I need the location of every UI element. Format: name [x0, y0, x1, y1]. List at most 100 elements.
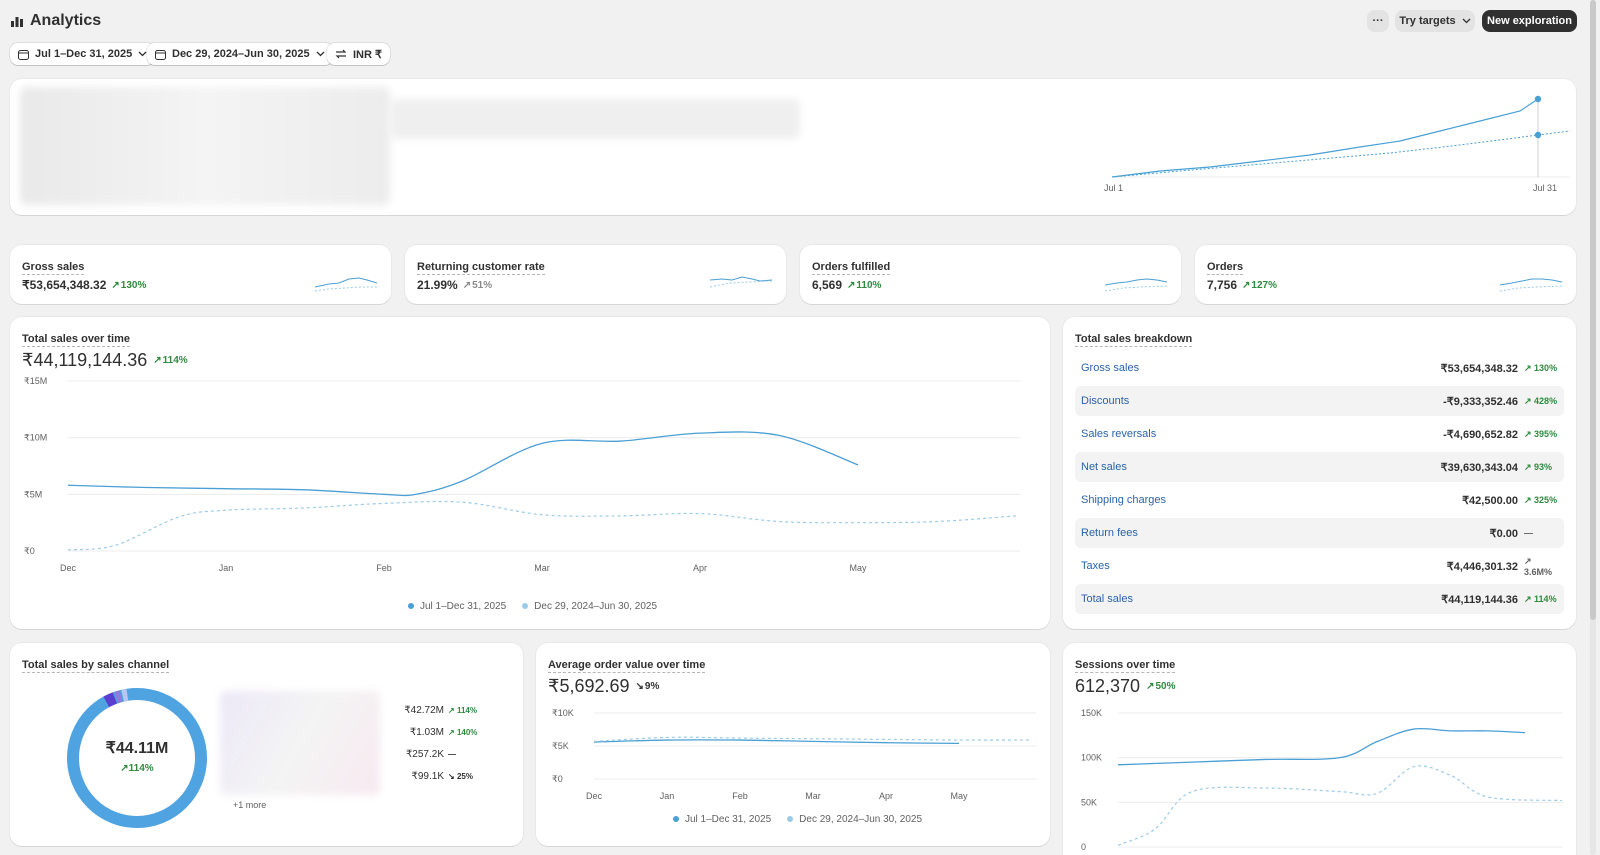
channel-value: ₹99.1K: [411, 771, 445, 782]
arrow-up-icon: ↗: [847, 279, 856, 291]
metric-change: 130%: [120, 279, 147, 291]
metric-card-returning-customer-rate[interactable]: Returning customer rate 21.99% ↗ 51%: [405, 245, 786, 304]
legend-previous[interactable]: Dec 29, 2024–Jun 30, 2025: [787, 814, 922, 825]
metric-change: 51%: [472, 279, 493, 291]
scrollbar-thumb[interactable]: [1590, 0, 1596, 620]
x-tick-label: Jan: [660, 791, 675, 801]
sessions-chart: 0 50K 100K 150K: [1081, 708, 1563, 852]
donut-center-change: 114%: [128, 763, 154, 774]
breakdown-change: ↗ 93%: [1524, 461, 1553, 472]
total-sales-card: Total sales over time ₹44,119,144.36 ↗ 11…: [10, 317, 1050, 629]
arrow-up-icon: ↗: [1524, 494, 1535, 505]
y-tick-label: ₹0: [552, 774, 563, 784]
currency-filter[interactable]: INR ₹: [327, 43, 390, 65]
card-title: Total sales over time: [22, 333, 131, 347]
arrow-down-icon: ↘: [635, 681, 644, 692]
chevron-down-icon: [1462, 18, 1471, 24]
calendar-compare-icon: [155, 49, 166, 60]
arrow-up-icon: ↗: [1146, 681, 1155, 692]
y-tick-label: 100K: [1081, 753, 1102, 763]
series-current-line: [1117, 727, 1526, 766]
metric-sparkline: [1500, 278, 1563, 292]
x-tick-label: May: [950, 791, 968, 801]
breakdown-change: ↗ 114%: [1524, 593, 1557, 604]
new-exploration-button[interactable]: New exploration: [1482, 10, 1577, 32]
breakdown-row: Gross sales ₹53,654,348.32 ↗ 130%: [1075, 353, 1564, 383]
breakdown-value: ₹39,630,343.04: [1440, 461, 1518, 474]
arrow-up-icon: ↗: [462, 279, 472, 291]
chevron-down-icon: [316, 51, 325, 57]
metric-change: 127%: [1251, 279, 1277, 291]
calendar-icon: [18, 49, 29, 60]
arrow-up-icon: ↗: [448, 706, 457, 715]
metric-card-orders[interactable]: Orders 7,756 ↗ 127%: [1195, 245, 1576, 304]
channel-value: ₹257.2K: [405, 749, 444, 760]
x-tick-label: Mar: [805, 791, 821, 801]
y-tick-label: ₹5M: [24, 489, 42, 499]
arrow-down-icon: ↘: [448, 772, 457, 781]
card-title: Sessions over time: [1075, 659, 1176, 673]
arrow-up-icon: ↗: [1524, 362, 1535, 373]
metric-card-orders-fulfilled[interactable]: Orders fulfilled 6,569 ↗ 110%: [800, 245, 1181, 304]
aov-change: 9%: [644, 681, 660, 692]
arrow-up-icon: ↗: [448, 728, 457, 737]
breakdown-change: ↗ 395%: [1524, 428, 1558, 439]
metric-change: 110%: [856, 279, 882, 291]
page-title: Analytics: [30, 12, 102, 29]
channel-row: ₹1.03M ↗ 140%: [380, 727, 480, 738]
hero-current-line: [1111, 98, 1539, 178]
legend-current[interactable]: Jul 1–Dec 31, 2025: [673, 814, 771, 825]
legend-current[interactable]: Jul 1–Dec 31, 2025: [408, 601, 506, 612]
more-channels-link[interactable]: +1 more: [233, 800, 267, 810]
more-actions-button[interactable]: ···: [1367, 10, 1389, 32]
hero-x-start: Jul 1: [1104, 183, 1124, 193]
card-title: Total sales breakdown: [1075, 333, 1193, 347]
breakdown-label[interactable]: Sales reversals: [1081, 428, 1157, 440]
breakdown-row: Net sales ₹39,630,343.04 ↗ 93%: [1075, 452, 1564, 482]
arrow-up-icon: ↗: [1524, 461, 1535, 472]
try-targets-button[interactable]: Try targets: [1395, 10, 1475, 32]
aov-value: ₹5,692.69: [548, 676, 630, 696]
legend-previous[interactable]: Dec 29, 2024–Jun 30, 2025: [522, 601, 657, 612]
donut-track: [67, 688, 207, 828]
arrow-up-icon: ↗: [111, 279, 120, 291]
channel-row: ₹99.1K ↘ 25%: [380, 771, 480, 782]
breakdown-change: ↗ 325%: [1524, 494, 1558, 505]
sessions-value: 612,370: [1075, 676, 1141, 696]
metric-value: 21.99%: [417, 278, 458, 292]
x-tick-label: May: [849, 563, 867, 573]
y-tick-label: 0: [1081, 842, 1086, 852]
breakdown-label[interactable]: Gross sales: [1081, 362, 1140, 374]
date-range-filter[interactable]: Jul 1–Dec 31, 2025: [10, 43, 156, 65]
aov-chart: ₹0 ₹5K ₹10K Dec Jan Feb Mar Apr May: [552, 708, 1036, 801]
analytics-icon: [11, 17, 23, 27]
y-tick-label: 50K: [1081, 797, 1097, 807]
breakdown-label[interactable]: Taxes: [1081, 560, 1110, 572]
compare-range-filter[interactable]: Dec 29, 2024–Jun 30, 2025: [147, 43, 333, 65]
scrollbar[interactable]: [1590, 0, 1596, 855]
metric-value: 6,569: [812, 278, 843, 292]
arrow-up-icon: ↗: [1524, 428, 1535, 439]
hero-x-end: Jul 31: [1533, 183, 1558, 193]
breakdown-label[interactable]: Shipping charges: [1081, 494, 1167, 506]
sessions-card: Sessions over time 612,370 ↗ 50% 0 50K 100K…: [1063, 643, 1576, 855]
breakdown-label[interactable]: Discounts: [1081, 395, 1130, 407]
metric-sparkline: [710, 276, 773, 288]
metric-card-gross-sales[interactable]: Gross sales ₹53,654,348.32 ↗ 130%: [10, 245, 391, 304]
x-tick-label: Feb: [376, 563, 392, 573]
breakdown-label[interactable]: Net sales: [1081, 461, 1127, 473]
breakdown-change: ↗ 428%: [1524, 395, 1558, 406]
metric-sparkline: [1105, 278, 1168, 292]
currency-exchange-icon: [335, 49, 347, 59]
channel-value: ₹1.03M: [409, 727, 444, 738]
metric-label: Returning customer rate: [417, 261, 545, 275]
breakdown-label[interactable]: Total sales: [1081, 593, 1133, 605]
breakdown-row: Taxes ₹4,446,301.32 ↗ 3.6M%: [1075, 551, 1564, 581]
metric-label: Orders fulfilled: [812, 261, 891, 275]
arrow-up-icon: ↗: [1242, 279, 1251, 291]
hero-previous-point: [1534, 131, 1542, 139]
x-tick-label: Apr: [879, 791, 893, 801]
channel-change: ↗ 114%: [448, 706, 477, 715]
breakdown-label[interactable]: Return fees: [1081, 527, 1138, 539]
hero-card: Jul 1 Jul 31: [10, 79, 1576, 215]
